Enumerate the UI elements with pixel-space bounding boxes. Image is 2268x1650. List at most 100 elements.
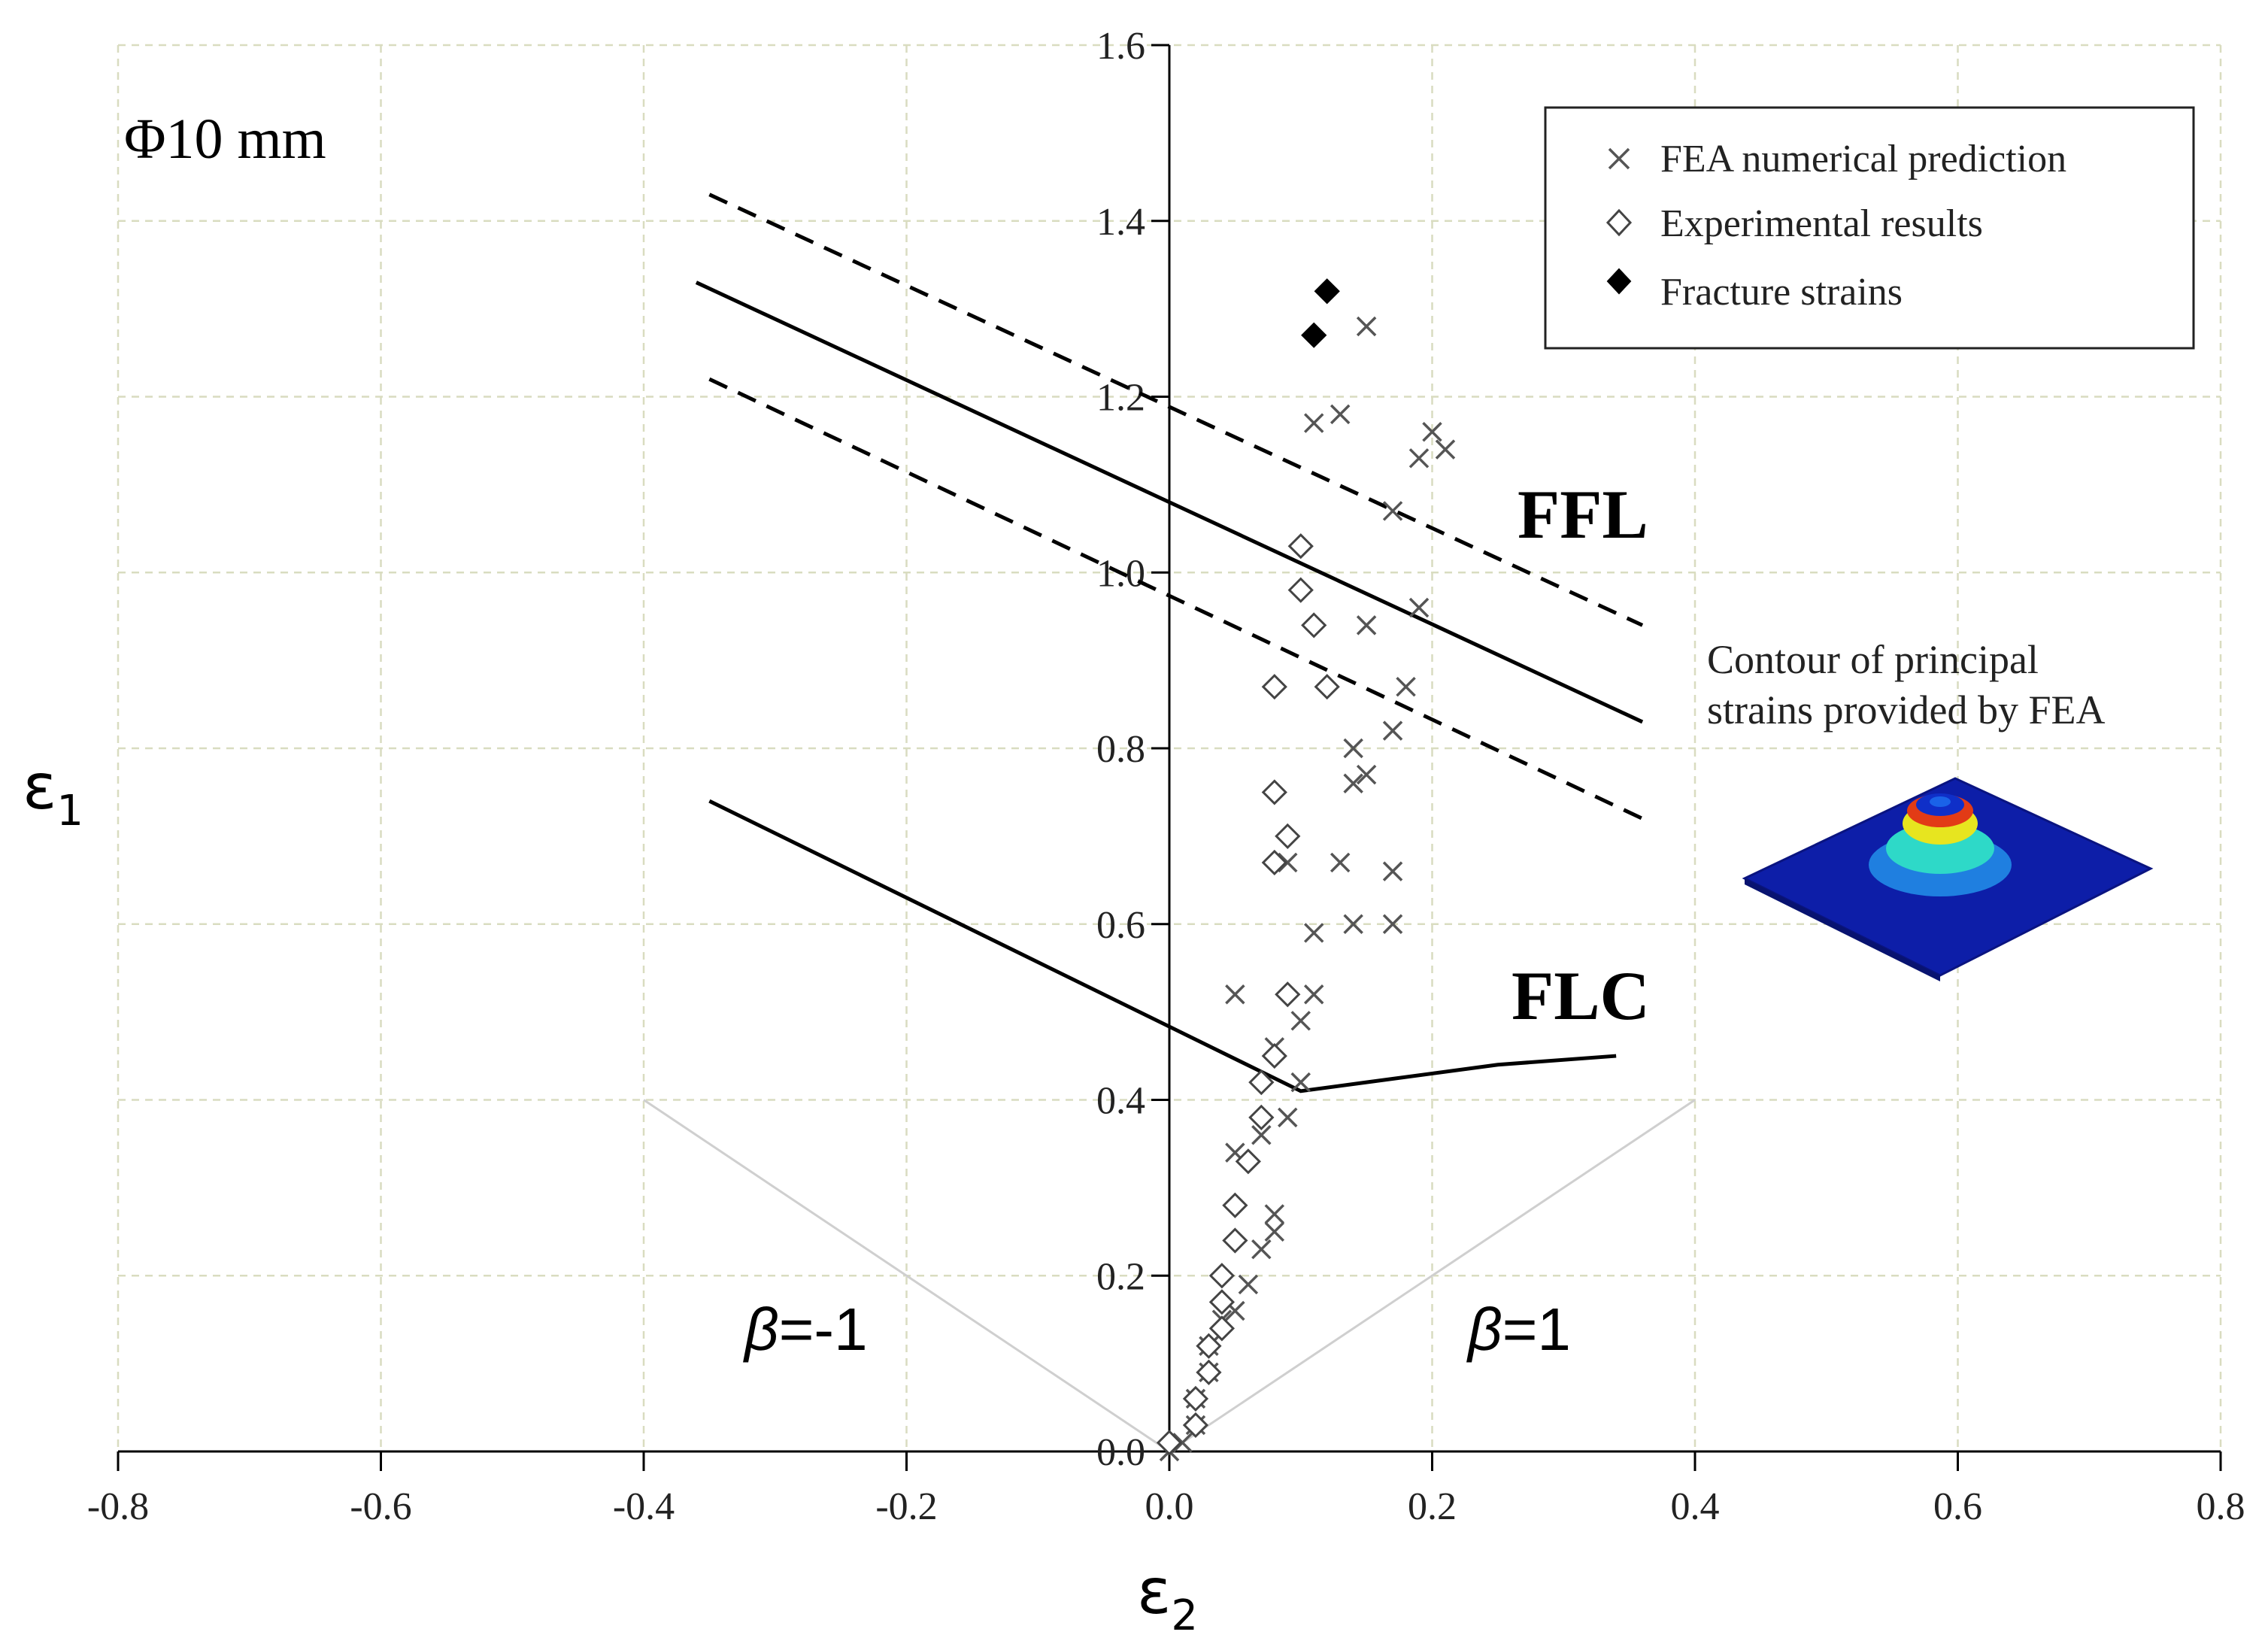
point-x-18 <box>1225 984 1245 1005</box>
point-diamond-open-10 <box>1235 1148 1261 1175</box>
limit-curves <box>695 193 1644 1093</box>
point-diamond-filled-1 <box>1314 278 1340 305</box>
point-diamond-open-16 <box>1275 823 1301 849</box>
y-tick-label-0: 0.0 <box>1096 1431 1145 1474</box>
point-x-38 <box>1330 404 1351 425</box>
point-x-23 <box>1278 852 1298 873</box>
point-diamond-open-11 <box>1248 1104 1275 1130</box>
point-diamond-open-0 <box>1156 1430 1183 1456</box>
y-tick-label-8: 1.6 <box>1096 25 1145 68</box>
point-diamond-open-1 <box>1182 1412 1209 1439</box>
point-diamond-open-6 <box>1208 1289 1236 1315</box>
legend-marker-fea <box>1608 147 1630 170</box>
point-diamond-open-18 <box>1261 674 1287 700</box>
point-x-36 <box>1422 422 1442 442</box>
point-x-35 <box>1435 439 1456 460</box>
x-tick-label-3: -0.2 <box>875 1485 937 1528</box>
inset-dome-center <box>1930 796 1951 807</box>
point-x-19 <box>1303 984 1324 1005</box>
point-x-10 <box>1251 1239 1272 1260</box>
y-tick-labels: 0.00.20.40.60.81.01.21.41.6 <box>1096 25 1145 1474</box>
point-x-34 <box>1408 448 1430 469</box>
y-tick-label-2: 0.4 <box>1096 1080 1145 1123</box>
point-x-22 <box>1382 914 1403 934</box>
point-diamond-open-9 <box>1222 1192 1248 1218</box>
beta-positive-symbol: β <box>1466 1296 1502 1363</box>
y-tick-label-4: 0.8 <box>1096 728 1145 771</box>
y-axis-title-sub: 1 <box>56 787 83 836</box>
x-tick-label-1: -0.6 <box>350 1485 411 1528</box>
point-x-39 <box>1356 316 1377 337</box>
flc-label: FLC <box>1511 957 1650 1034</box>
beta-reference-line-0 <box>643 1099 1170 1453</box>
curve-ffl-upper-bound <box>708 193 1644 627</box>
ffl-label: FFL <box>1518 476 1648 553</box>
point-diamond-open-20 <box>1301 612 1327 638</box>
point-diamond-open-13 <box>1261 1042 1287 1069</box>
point-x-30 <box>1396 676 1416 697</box>
point-diamond-open-4 <box>1196 1333 1222 1359</box>
legend-label-fea: FEA numerical prediction <box>1660 138 2066 180</box>
point-diamond-open-17 <box>1261 779 1287 805</box>
point-diamond-open-12 <box>1248 1069 1275 1096</box>
reference-lines <box>643 1099 1696 1453</box>
curve-ffl-lower-bound <box>708 377 1644 820</box>
x-tick-label-6: 0.4 <box>1671 1485 1720 1528</box>
point-x-8 <box>1238 1274 1259 1295</box>
inset-sheet-side <box>1745 878 1940 981</box>
beta-positive-value: =1 <box>1502 1296 1571 1363</box>
point-x-20 <box>1303 923 1324 943</box>
x-tick-label-7: 0.6 <box>1933 1485 1982 1528</box>
x-tick-label-2: -0.4 <box>613 1485 675 1528</box>
point-diamond-open-21 <box>1287 577 1314 603</box>
beta-negative-symbol: β <box>743 1296 779 1363</box>
point-x-37 <box>1303 413 1324 433</box>
curve-flc <box>708 799 1617 1093</box>
data-points <box>1156 278 1456 1462</box>
fea-contour-inset: Contour of principal strains provided by… <box>1707 637 2154 981</box>
beta-negative-value: =-1 <box>779 1296 868 1363</box>
x-tick-label-8: 0.8 <box>2197 1485 2245 1528</box>
legend-marker-fracture <box>1606 268 1632 295</box>
beta-positive-label: β=1 <box>1466 1296 1571 1363</box>
point-diamond-open-22 <box>1287 533 1314 560</box>
point-x-16 <box>1290 1072 1311 1093</box>
point-diamond-open-3 <box>1196 1359 1222 1385</box>
curve-ffl <box>695 281 1644 724</box>
y-axis-title: ε1 <box>23 750 83 836</box>
y-axis-title-main: ε <box>23 750 56 823</box>
point-diamond-open-15 <box>1261 849 1287 876</box>
point-x-26 <box>1343 773 1363 793</box>
point-diamond-open-2 <box>1182 1385 1209 1412</box>
beta-negative-label: β=-1 <box>743 1296 868 1363</box>
x-axis-title: ε2 <box>1137 1554 1198 1640</box>
x-tick-labels: -0.8 -0.6 -0.4 -0.2 0.0 0.2 0.4 0.6 0.8 <box>87 1485 2245 1528</box>
point-x-13 <box>1251 1125 1272 1145</box>
point-x-28 <box>1343 738 1363 759</box>
point-diamond-filled-0 <box>1301 322 1327 348</box>
point-x-31 <box>1356 615 1377 635</box>
diameter-label: Φ10 mm <box>124 108 326 171</box>
point-x-11 <box>1264 1221 1285 1242</box>
beta-reference-line-1 <box>1169 1099 1696 1453</box>
point-x-27 <box>1356 764 1377 785</box>
point-x-1 <box>1172 1433 1193 1453</box>
point-diamond-open-8 <box>1222 1227 1248 1254</box>
x-tick-label-5: 0.2 <box>1408 1485 1457 1528</box>
x-tick-label-0: -0.8 <box>87 1485 149 1528</box>
y-tick-label-3: 0.6 <box>1096 904 1145 947</box>
legend-marker-experimental <box>1605 208 1633 237</box>
point-x-21 <box>1343 914 1363 934</box>
point-diamond-open-19 <box>1314 674 1340 700</box>
point-x-32 <box>1408 597 1430 618</box>
x-axis-title-main: ε <box>1137 1554 1171 1628</box>
point-x-25 <box>1382 861 1403 881</box>
y-tick-label-7: 1.4 <box>1096 201 1145 244</box>
point-x-33 <box>1382 501 1403 521</box>
legend: FEA numerical prediction Experimental re… <box>1544 106 2195 350</box>
x-axis-title-sub: 2 <box>1171 1591 1198 1640</box>
point-x-14 <box>1278 1107 1298 1128</box>
point-x-17 <box>1290 1011 1311 1031</box>
x-tick-label-4: 0.0 <box>1145 1485 1194 1528</box>
